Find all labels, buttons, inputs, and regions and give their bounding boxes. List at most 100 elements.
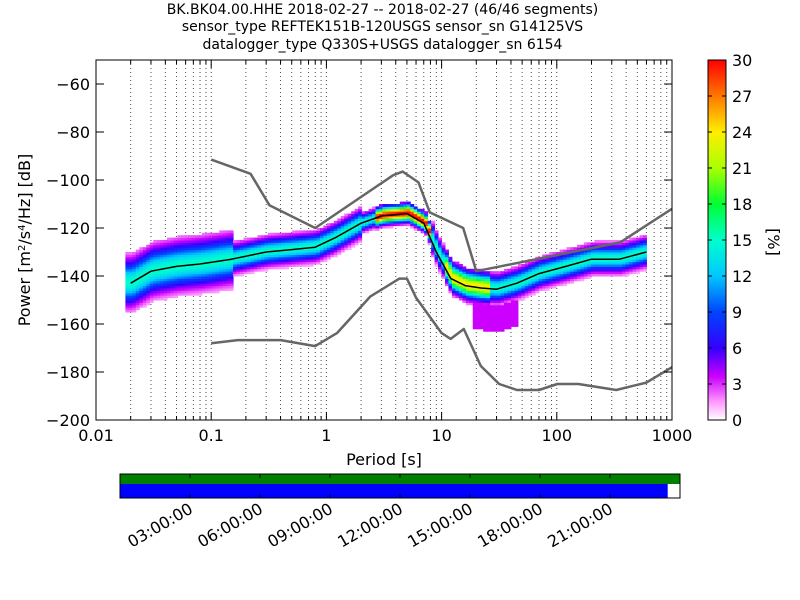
heatmap-cell <box>368 225 373 229</box>
heatmap-cell <box>552 264 557 267</box>
heatmap-cell <box>340 235 345 239</box>
heatmap-cell <box>337 218 342 222</box>
heatmap-cell <box>285 254 290 258</box>
heatmap-cell <box>319 240 324 243</box>
heatmap-cell <box>389 211 394 215</box>
heatmap-cell <box>587 244 592 248</box>
heatmap-cell <box>240 244 245 248</box>
heatmap-cell <box>358 206 363 210</box>
heatmap-cell <box>194 249 199 253</box>
heatmap-cell <box>312 256 317 260</box>
heatmap-cell <box>257 247 262 251</box>
heatmap-cell <box>510 271 515 275</box>
heatmap-cell <box>285 244 290 248</box>
heatmap-cell <box>240 266 245 270</box>
heatmap-cell <box>483 276 488 279</box>
heatmap-cell <box>160 271 165 275</box>
heatmap-cell <box>174 261 179 265</box>
heatmap-cell <box>448 268 453 272</box>
heatmap-cell <box>444 259 449 263</box>
heatmap-cell <box>507 316 512 320</box>
heatmap-cell <box>163 288 168 291</box>
heatmap-cell <box>625 249 630 253</box>
heatmap-cell <box>163 254 168 258</box>
heatmap-cell <box>180 256 185 260</box>
heatmap-cell <box>180 283 185 287</box>
heatmap-cell <box>267 242 272 246</box>
heatmap-cell <box>205 256 210 260</box>
heatmap-cell <box>538 285 543 289</box>
heatmap-cell <box>448 280 453 284</box>
heatmap-cell <box>135 276 140 279</box>
heatmap-cell <box>180 249 185 253</box>
heatmap-cell <box>431 225 436 229</box>
heatmap-cell <box>507 285 512 289</box>
heatmap-cell <box>365 216 370 219</box>
heatmap-cell <box>156 297 161 301</box>
heatmap-cell <box>528 290 533 294</box>
heatmap-cell <box>566 247 571 251</box>
heatmap-cell <box>486 309 491 313</box>
heatmap-cell <box>625 256 630 260</box>
heatmap-cell <box>257 256 262 260</box>
heatmap-cell <box>142 249 147 253</box>
heatmap-cell <box>535 288 540 291</box>
heatmap-cell <box>312 237 317 241</box>
heatmap-cell <box>306 235 311 239</box>
heatmap-cell <box>372 228 377 231</box>
heatmap-cell <box>319 235 324 239</box>
heatmap-cell <box>504 300 509 303</box>
heatmap-cell <box>170 268 175 272</box>
heatmap-cell <box>504 271 509 275</box>
heatmap-cell <box>194 271 199 275</box>
heatmap-cell <box>135 307 140 311</box>
heatmap-cell <box>146 264 151 267</box>
heatmap-cell <box>465 283 470 287</box>
heatmap-cell <box>194 290 199 294</box>
heatmap-cell <box>142 297 147 301</box>
heatmap-cell <box>476 316 481 320</box>
heatmap-cell <box>184 288 189 291</box>
heatmap-cell <box>215 266 220 270</box>
heatmap-cell <box>125 288 130 291</box>
heatmap-cell <box>632 259 637 263</box>
heatmap-cell <box>576 276 581 279</box>
heatmap-cell <box>326 237 331 241</box>
heatmap-cell <box>580 271 585 275</box>
heatmap-cell <box>163 261 168 265</box>
heatmap-cell <box>198 259 203 263</box>
heatmap-cell <box>219 244 224 248</box>
heatmap-cell <box>458 283 463 287</box>
heatmap-cell <box>375 223 380 227</box>
heatmap-cell <box>191 276 196 279</box>
heatmap-cell <box>194 235 199 239</box>
heatmap-cell <box>392 204 397 207</box>
heatmap-cell <box>174 285 179 289</box>
heatmap-cell <box>215 271 220 275</box>
heatmap-cell <box>632 256 637 260</box>
heatmap-cell <box>528 288 533 291</box>
heatmap-cell <box>472 288 477 291</box>
heatmap-cell <box>382 218 387 222</box>
heatmap-cell <box>521 268 526 272</box>
heatmap-cell <box>424 223 429 227</box>
heatmap-cell <box>236 266 241 270</box>
heatmap-cell <box>160 285 165 289</box>
heatmap-cell <box>160 242 165 246</box>
heatmap-cell <box>205 285 210 289</box>
heatmap-cell <box>396 220 401 224</box>
heatmap-cell <box>427 237 432 241</box>
heatmap-cell <box>250 254 255 258</box>
heatmap-cell <box>431 237 436 241</box>
heatmap-cell <box>246 244 251 248</box>
heatmap-cell <box>493 292 498 296</box>
heatmap-cell <box>292 259 297 263</box>
heatmap-cell <box>226 261 231 265</box>
heatmap-cell <box>542 261 547 265</box>
heatmap-cell <box>545 280 550 284</box>
heatmap-cell <box>253 240 258 243</box>
heatmap-cell <box>149 276 154 279</box>
heatmap-cell <box>264 242 269 246</box>
heatmap-cell <box>611 268 616 272</box>
heatmap-cell <box>479 283 484 287</box>
